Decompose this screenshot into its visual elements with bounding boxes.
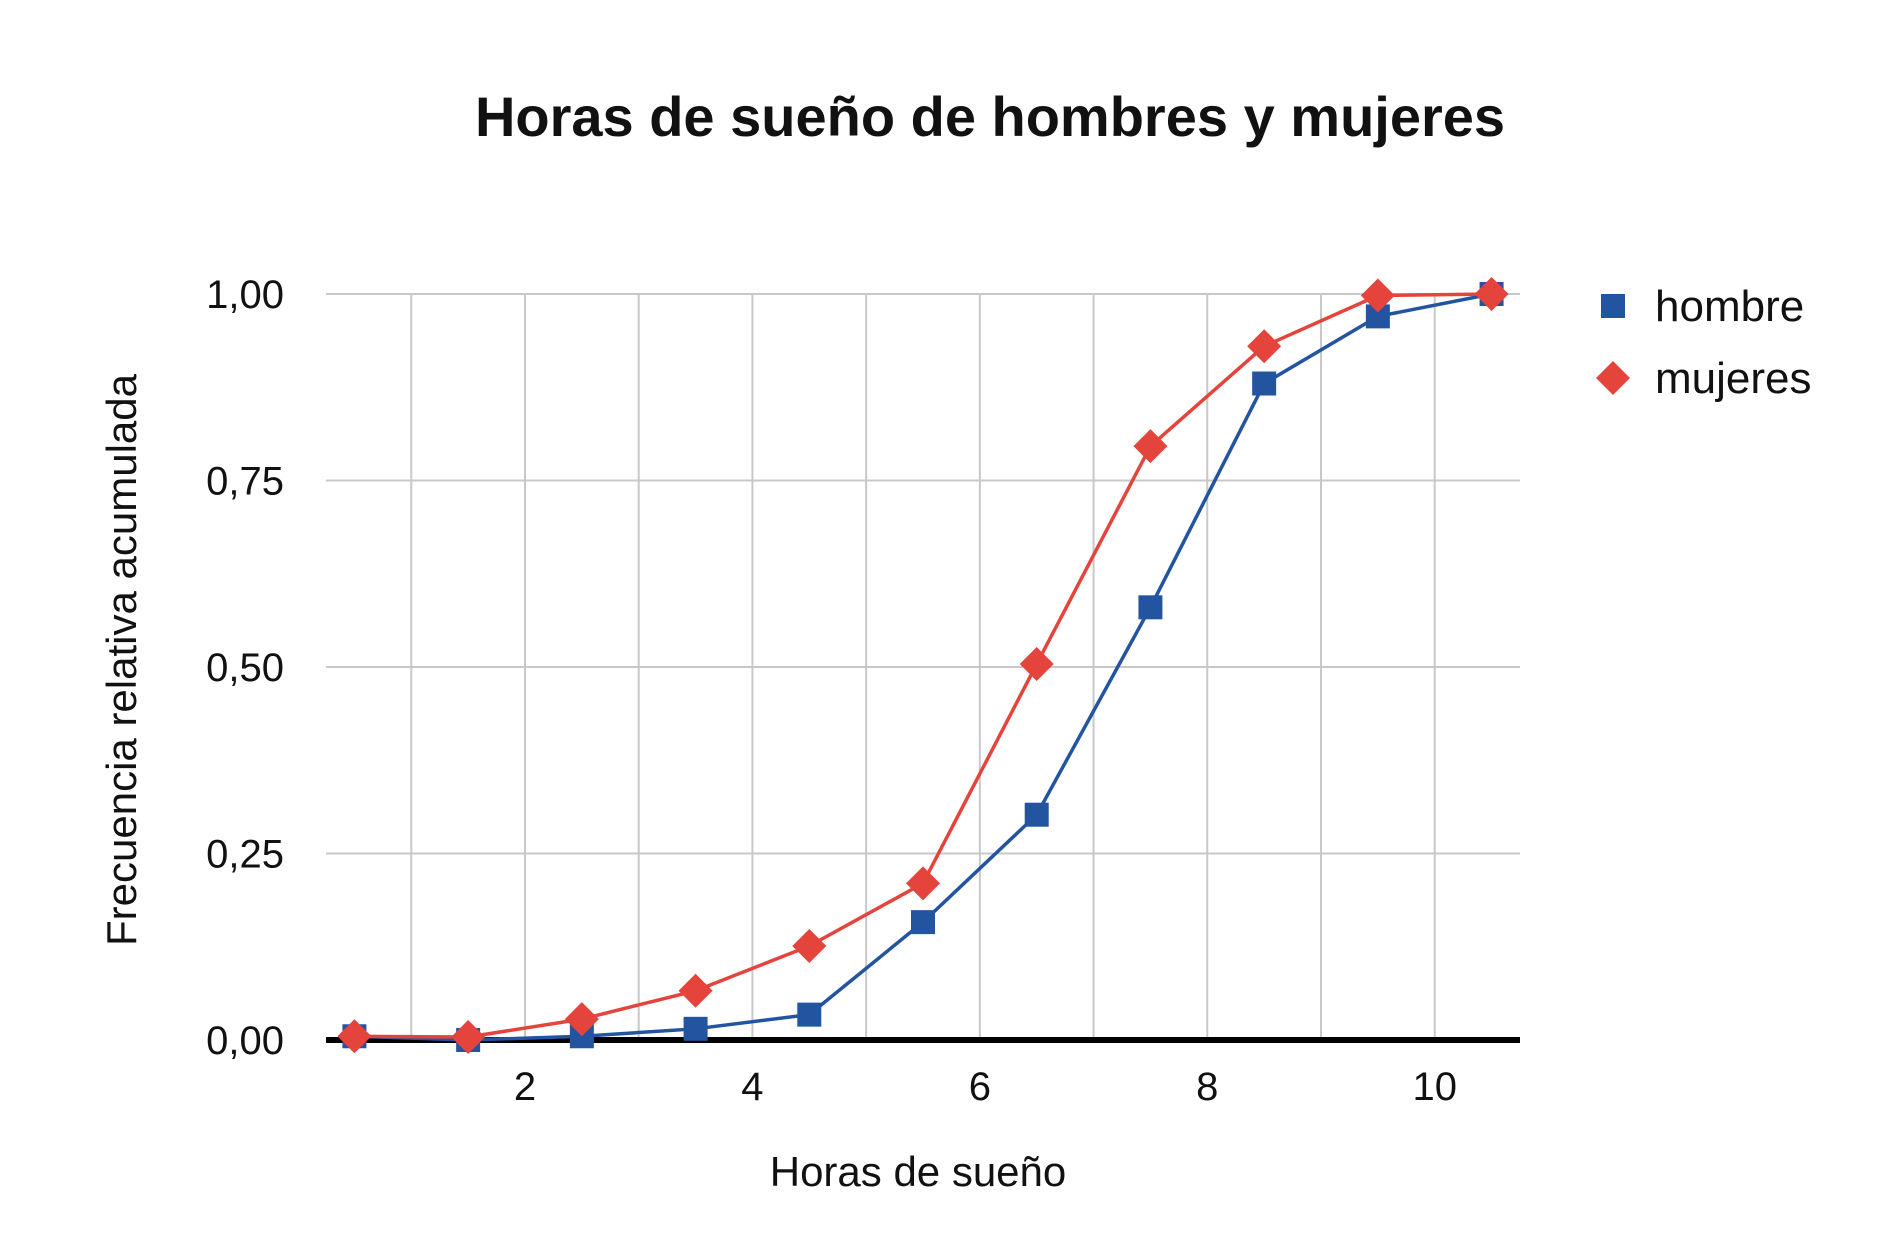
legend-marker-mujeres: [1596, 361, 1630, 395]
legend-marker-hombre: [1601, 294, 1625, 318]
x-tick-label: 10: [1412, 1065, 1457, 1109]
grid: [326, 293, 1520, 1040]
x-tick-label: 6: [969, 1065, 991, 1109]
data-point-hombre: [911, 910, 935, 935]
data-point-hombre: [683, 1016, 708, 1041]
x-tick-label: 4: [741, 1065, 763, 1109]
x-axis-label: Horas de sueño: [770, 1148, 1067, 1195]
data-point-hombre: [797, 1002, 822, 1027]
y-tick-label: 0,50: [206, 646, 284, 690]
data-point-mujeres: [1247, 329, 1282, 364]
legend: hombre mujeres: [1596, 282, 1812, 403]
data-point-mujeres: [906, 866, 940, 901]
data-point-hombre: [1024, 802, 1049, 827]
legend-item-hombre: hombre: [1601, 282, 1804, 331]
legend-item-mujeres: mujeres: [1596, 354, 1812, 403]
chart-title: Horas de sueño de hombres y mujeres: [475, 85, 1505, 148]
series-layer: [337, 277, 1509, 1055]
data-point-mujeres: [451, 1020, 486, 1055]
data-point-mujeres: [1360, 278, 1395, 313]
data-point-mujeres: [337, 1019, 372, 1054]
x-tick-label: 2: [514, 1065, 536, 1109]
y-tick-label: 0,75: [206, 460, 284, 504]
x-tick-label: 8: [1196, 1065, 1218, 1109]
legend-label-mujeres: mujeres: [1655, 354, 1812, 403]
series-mujeres: [337, 277, 1509, 1055]
data-point-hombre: [1252, 371, 1277, 396]
y-tick-label: 0,00: [206, 1019, 284, 1063]
data-point-mujeres: [564, 1002, 599, 1037]
y-tick-label: 1,00: [206, 273, 284, 317]
legend-label-hombre: hombre: [1655, 282, 1804, 331]
data-point-mujeres: [1019, 647, 1054, 682]
axes: 0,00 0,25 0,50 0,75 1,00 2 4 6 8 10: [206, 273, 1520, 1109]
data-point-mujeres: [792, 929, 827, 964]
data-point-mujeres: [1133, 429, 1168, 464]
y-axis-label: Frecuencia relativa acumulada: [98, 373, 145, 946]
y-tick-label: 0,25: [206, 833, 284, 877]
data-point-mujeres: [678, 973, 713, 1008]
data-point-mujeres: [1474, 277, 1509, 311]
data-point-hombre: [1138, 595, 1163, 620]
